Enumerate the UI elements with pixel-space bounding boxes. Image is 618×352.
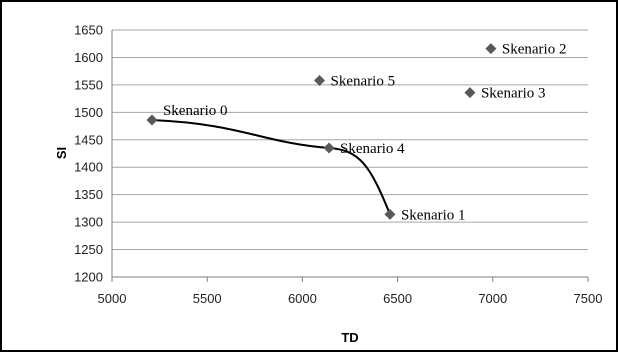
y-tick-label: 1300 [74, 215, 103, 230]
x-tick-label: 5000 [98, 291, 127, 306]
point-label-2: Skenario 2 [502, 42, 567, 58]
y-tick-label: 1450 [74, 132, 103, 147]
data-points [146, 43, 497, 220]
point-label-3: Skenario 3 [481, 86, 546, 102]
y-tick-label: 1550 [74, 77, 103, 92]
point-labels: Skenario 0 Skenario 1 Skenario 2 Skenario 3… [163, 42, 566, 224]
data-point-0 [146, 114, 158, 126]
x-tick-label: 6000 [288, 291, 317, 306]
y-tick-labels: 1200 1250 1300 1350 1400 1450 1500 1550 1600 1650 [74, 23, 103, 285]
y-tick-label: 1250 [74, 242, 103, 257]
point-label-4: Skenario 4 [340, 141, 405, 157]
data-point-3 [464, 87, 476, 99]
trend-curve [151, 119, 391, 215]
x-axis-title: TD [341, 330, 358, 345]
point-label-5: Skenario 5 [331, 73, 396, 89]
y-tick-label: 1500 [74, 105, 103, 120]
x-tick-label: 5500 [193, 291, 222, 306]
point-label-0: Skenario 0 [163, 103, 228, 119]
x-tick-label: 6500 [383, 291, 412, 306]
x-tick-label: 7000 [478, 291, 507, 306]
x-tick-labels: 5000 5500 6000 6500 7000 7500 [98, 291, 603, 306]
y-axis-title: SI [54, 147, 69, 159]
y-tick-label: 1350 [74, 187, 103, 202]
data-point-1 [384, 208, 396, 220]
x-tick-label: 7500 [574, 291, 603, 306]
y-tick-label: 1650 [74, 23, 103, 38]
data-point-4 [323, 142, 335, 154]
y-tick-label: 1600 [74, 50, 103, 65]
data-point-2 [485, 43, 497, 55]
axes [111, 30, 589, 282]
y-tick-label: 1200 [74, 270, 103, 285]
point-label-1: Skenario 1 [401, 207, 466, 223]
y-tick-label: 1400 [74, 160, 103, 175]
data-point-5 [314, 74, 326, 86]
